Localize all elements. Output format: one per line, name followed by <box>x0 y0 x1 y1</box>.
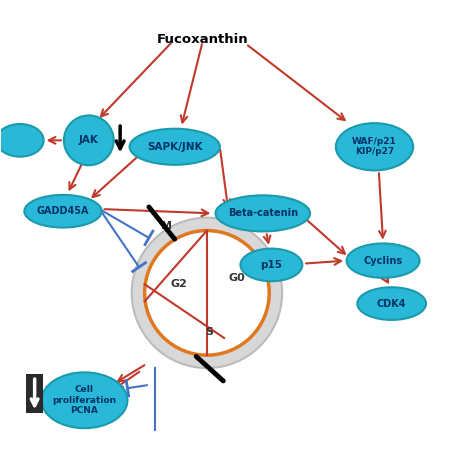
Text: WAF/p21
KIP/p27: WAF/p21 KIP/p27 <box>352 137 397 156</box>
Text: Beta-catenin: Beta-catenin <box>228 209 298 219</box>
Text: JAK: JAK <box>79 136 99 146</box>
Circle shape <box>132 218 282 368</box>
Ellipse shape <box>0 124 44 156</box>
Text: G0: G0 <box>228 273 246 283</box>
Text: Fucoxanthin: Fucoxanthin <box>157 33 248 46</box>
Text: p15: p15 <box>260 260 283 270</box>
Circle shape <box>64 115 114 165</box>
Text: M: M <box>161 221 172 231</box>
Ellipse shape <box>24 195 101 228</box>
FancyBboxPatch shape <box>27 374 43 413</box>
Ellipse shape <box>240 248 302 281</box>
Ellipse shape <box>357 287 426 320</box>
Text: CDK4: CDK4 <box>377 299 406 309</box>
Text: Cell
proliferation
PCNA: Cell proliferation PCNA <box>53 385 117 415</box>
Ellipse shape <box>129 129 220 165</box>
Text: SAPK/JNK: SAPK/JNK <box>147 142 202 152</box>
Ellipse shape <box>336 123 413 171</box>
Ellipse shape <box>42 373 128 428</box>
Text: G2: G2 <box>171 279 187 289</box>
Text: Cyclins: Cyclins <box>364 255 402 265</box>
Ellipse shape <box>216 195 310 231</box>
Text: GADD45A: GADD45A <box>37 206 89 216</box>
Circle shape <box>145 230 269 355</box>
Ellipse shape <box>346 244 419 278</box>
Text: S: S <box>205 327 213 337</box>
